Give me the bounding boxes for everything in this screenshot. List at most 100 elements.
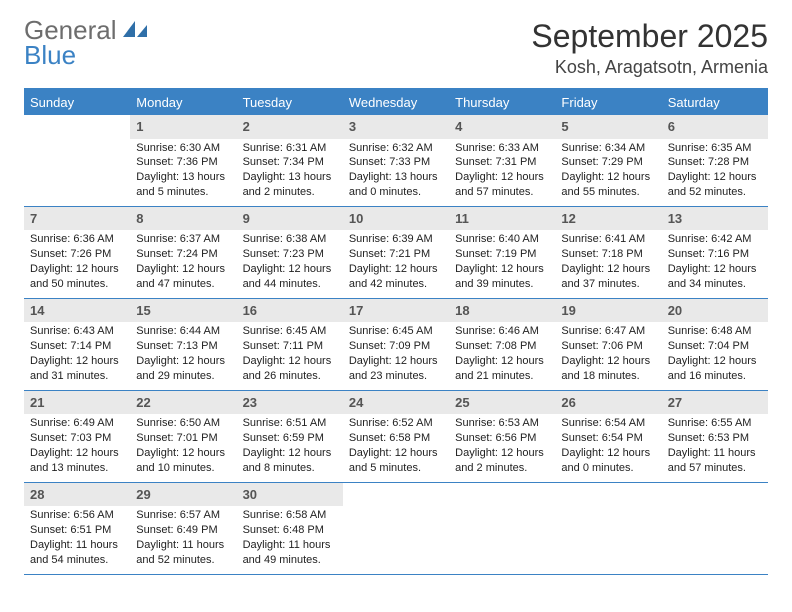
day-number: 9 [237,207,343,231]
sunset-text: Sunset: 7:23 PM [243,247,337,262]
day-number: 7 [24,207,130,231]
day-cell: 18Sunrise: 6:46 AMSunset: 7:08 PMDayligh… [449,299,555,390]
day-body: Sunrise: 6:56 AMSunset: 6:51 PMDaylight:… [24,506,130,573]
daylight-text: Daylight: 12 hours and 31 minutes. [30,354,124,384]
day-cell: 15Sunrise: 6:44 AMSunset: 7:13 PMDayligh… [130,299,236,390]
sunrise-text: Sunrise: 6:46 AM [455,324,549,339]
day-cell: . [24,115,130,206]
week-row: 14Sunrise: 6:43 AMSunset: 7:14 PMDayligh… [24,299,768,391]
day-cell: 21Sunrise: 6:49 AMSunset: 7:03 PMDayligh… [24,391,130,482]
day-number: 3 [343,115,449,139]
sunrise-text: Sunrise: 6:37 AM [136,232,230,247]
day-body: Sunrise: 6:35 AMSunset: 7:28 PMDaylight:… [662,139,768,206]
day-body: Sunrise: 6:48 AMSunset: 7:04 PMDaylight:… [662,322,768,389]
daylight-text: Daylight: 11 hours and 52 minutes. [136,538,230,568]
day-cell: 16Sunrise: 6:45 AMSunset: 7:11 PMDayligh… [237,299,343,390]
sunset-text: Sunset: 6:51 PM [30,523,124,538]
sunrise-text: Sunrise: 6:47 AM [561,324,655,339]
day-cell: 8Sunrise: 6:37 AMSunset: 7:24 PMDaylight… [130,207,236,298]
sunset-text: Sunset: 7:11 PM [243,339,337,354]
sunset-text: Sunset: 6:49 PM [136,523,230,538]
sunrise-text: Sunrise: 6:51 AM [243,416,337,431]
sunrise-text: Sunrise: 6:39 AM [349,232,443,247]
sunset-text: Sunset: 7:19 PM [455,247,549,262]
day-cell: 4Sunrise: 6:33 AMSunset: 7:31 PMDaylight… [449,115,555,206]
day-body: Sunrise: 6:37 AMSunset: 7:24 PMDaylight:… [130,230,236,297]
sunset-text: Sunset: 7:04 PM [668,339,762,354]
sunrise-text: Sunrise: 6:36 AM [30,232,124,247]
sunrise-text: Sunrise: 6:56 AM [30,508,124,523]
day-body: Sunrise: 6:40 AMSunset: 7:19 PMDaylight:… [449,230,555,297]
day-header: Tuesday [237,90,343,115]
day-header: Wednesday [343,90,449,115]
brand-line1: General [24,18,117,43]
sunrise-text: Sunrise: 6:38 AM [243,232,337,247]
day-cell: 1Sunrise: 6:30 AMSunset: 7:36 PMDaylight… [130,115,236,206]
sunrise-text: Sunrise: 6:34 AM [561,141,655,156]
day-number: 23 [237,391,343,415]
day-number: 21 [24,391,130,415]
day-cell: 7Sunrise: 6:36 AMSunset: 7:26 PMDaylight… [24,207,130,298]
day-header: Saturday [662,90,768,115]
day-cell: 12Sunrise: 6:41 AMSunset: 7:18 PMDayligh… [555,207,661,298]
daylight-text: Daylight: 12 hours and 5 minutes. [349,446,443,476]
day-number: 14 [24,299,130,323]
sunset-text: Sunset: 7:24 PM [136,247,230,262]
day-cell: 5Sunrise: 6:34 AMSunset: 7:29 PMDaylight… [555,115,661,206]
daylight-text: Daylight: 12 hours and 10 minutes. [136,446,230,476]
sunset-text: Sunset: 6:56 PM [455,431,549,446]
daylight-text: Daylight: 13 hours and 0 minutes. [349,170,443,200]
day-body: Sunrise: 6:42 AMSunset: 7:16 PMDaylight:… [662,230,768,297]
day-cell: 14Sunrise: 6:43 AMSunset: 7:14 PMDayligh… [24,299,130,390]
daylight-text: Daylight: 12 hours and 21 minutes. [455,354,549,384]
day-cell: 22Sunrise: 6:50 AMSunset: 7:01 PMDayligh… [130,391,236,482]
sunset-text: Sunset: 7:14 PM [30,339,124,354]
page-title: September 2025 [531,18,768,55]
day-cell: 24Sunrise: 6:52 AMSunset: 6:58 PMDayligh… [343,391,449,482]
daylight-text: Daylight: 12 hours and 26 minutes. [243,354,337,384]
sunset-text: Sunset: 7:13 PM [136,339,230,354]
sunrise-text: Sunrise: 6:35 AM [668,141,762,156]
day-number: 30 [237,483,343,507]
day-header: Sunday [24,90,130,115]
sunrise-text: Sunrise: 6:45 AM [243,324,337,339]
sunset-text: Sunset: 7:21 PM [349,247,443,262]
sunset-text: Sunset: 7:26 PM [30,247,124,262]
day-number: 6 [662,115,768,139]
daylight-text: Daylight: 12 hours and 42 minutes. [349,262,443,292]
day-cell: 30Sunrise: 6:58 AMSunset: 6:48 PMDayligh… [237,483,343,574]
sunset-text: Sunset: 7:09 PM [349,339,443,354]
sunset-text: Sunset: 7:03 PM [30,431,124,446]
daylight-text: Daylight: 12 hours and 18 minutes. [561,354,655,384]
sunrise-text: Sunrise: 6:33 AM [455,141,549,156]
week-row: 21Sunrise: 6:49 AMSunset: 7:03 PMDayligh… [24,391,768,483]
sunrise-text: Sunrise: 6:41 AM [561,232,655,247]
day-body: Sunrise: 6:34 AMSunset: 7:29 PMDaylight:… [555,139,661,206]
sunrise-text: Sunrise: 6:50 AM [136,416,230,431]
day-cell: 23Sunrise: 6:51 AMSunset: 6:59 PMDayligh… [237,391,343,482]
daylight-text: Daylight: 12 hours and 13 minutes. [30,446,124,476]
daylight-text: Daylight: 13 hours and 5 minutes. [136,170,230,200]
day-cell: 20Sunrise: 6:48 AMSunset: 7:04 PMDayligh… [662,299,768,390]
daylight-text: Daylight: 12 hours and 2 minutes. [455,446,549,476]
day-cell: 25Sunrise: 6:53 AMSunset: 6:56 PMDayligh… [449,391,555,482]
day-number: 10 [343,207,449,231]
sunrise-text: Sunrise: 6:32 AM [349,141,443,156]
daylight-text: Daylight: 12 hours and 29 minutes. [136,354,230,384]
day-number: 18 [449,299,555,323]
day-number: 17 [343,299,449,323]
brand-logo: General Blue [24,18,149,67]
sunrise-text: Sunrise: 6:40 AM [455,232,549,247]
week-row: 7Sunrise: 6:36 AMSunset: 7:26 PM Daylight… [24,207,768,299]
daylight-text: Daylight: 12 hours and 23 minutes. [349,354,443,384]
day-number: 28 [24,483,130,507]
sunset-text: Sunset: 7:16 PM [668,247,762,262]
daylight-text: Daylight: 12 hours and 8 minutes. [243,446,337,476]
daylight-text: Daylight: 12 hours and 47 minutes. [136,262,230,292]
sunset-text: Sunset: 6:54 PM [561,431,655,446]
daylight-text: Daylight: 12 hours and 52 minutes. [668,170,762,200]
sunset-text: Sunset: 7:31 PM [455,155,549,170]
day-cell: . [343,483,449,574]
sail-icon [121,18,149,43]
day-number: 11 [449,207,555,231]
